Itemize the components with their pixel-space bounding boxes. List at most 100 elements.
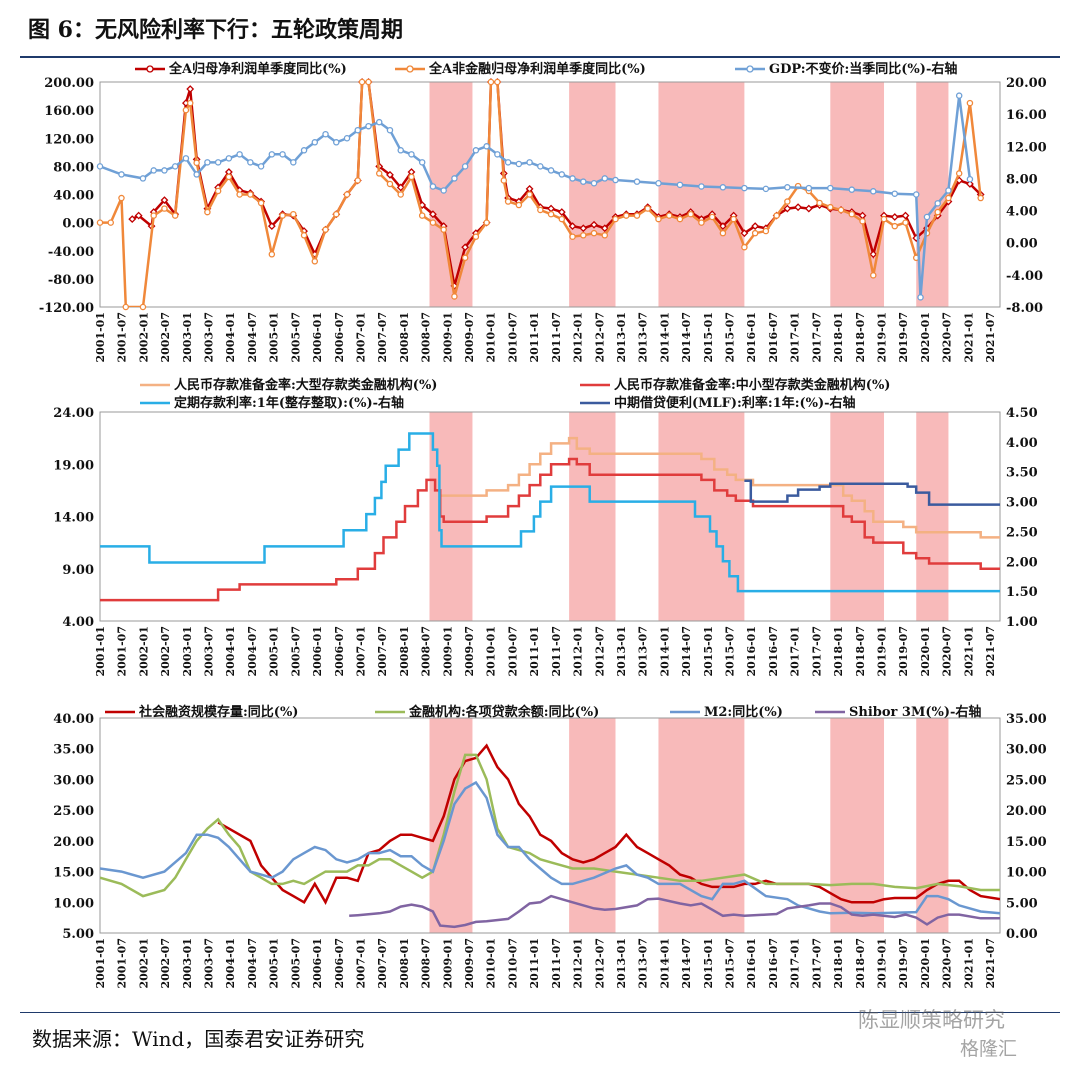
x-tick-label: 2018-01 — [832, 312, 845, 363]
series-point — [547, 204, 555, 213]
series-point — [708, 213, 716, 221]
series-point — [827, 203, 834, 211]
right-tick-label: 15.00 — [1006, 835, 1047, 850]
series-point — [118, 171, 125, 178]
series-point — [917, 294, 924, 301]
x-tick-label: 2016-01 — [745, 938, 758, 989]
series-point — [698, 219, 705, 226]
x-tick-label: 2017-01 — [789, 312, 802, 363]
left-tick-label: 20.00 — [53, 835, 94, 850]
x-tick-label: 2015-07 — [724, 312, 737, 363]
series-point — [891, 222, 898, 230]
x-tick-label: 2001-07 — [116, 938, 129, 989]
x-tick-label: 2019-01 — [875, 312, 888, 363]
shaded-period-2 — [569, 82, 616, 307]
series-point — [128, 215, 137, 224]
series-point — [494, 151, 501, 158]
series-point — [451, 293, 458, 300]
series-point — [870, 272, 877, 279]
left-tick-label: 35.00 — [53, 743, 94, 758]
series-point — [515, 201, 523, 209]
series-line-4 — [744, 479, 1000, 506]
series-point — [343, 134, 351, 142]
series-point — [655, 215, 662, 223]
panel-credit-money: 40.00 35.00 30.00 25.00 20.00 15.00 10.00 5.00 3… — [53, 704, 1046, 989]
x-tick-label: 2011-01 — [528, 312, 541, 363]
right-tick-label: -8.00 — [1006, 301, 1043, 316]
shaded-period-5 — [916, 412, 949, 621]
x-tick-label: 2019-01 — [875, 626, 888, 677]
legend-label: 社会融资规模存量:同比(%) — [138, 704, 298, 720]
left-tick-label: 80.00 — [53, 160, 94, 175]
x-tick-label: 2017-07 — [810, 312, 823, 363]
legend-label: M2:同比(%) — [704, 704, 783, 720]
series-point — [934, 208, 941, 216]
x-tick-label: 2008-01 — [398, 312, 411, 363]
series-line-3 — [100, 780, 1000, 915]
series-point — [358, 78, 366, 86]
x-tick-label: 2019-01 — [875, 938, 888, 989]
series-point — [751, 222, 760, 231]
series-point — [139, 303, 147, 311]
title-rule — [20, 56, 1060, 58]
x-tick-label: 2003-01 — [181, 312, 194, 363]
x-tick-label: 2013-07 — [637, 312, 650, 363]
left-tick-label: 10.00 — [53, 896, 94, 911]
left-tick-label: 4.00 — [62, 615, 94, 630]
series-point — [580, 178, 587, 185]
series-point — [848, 210, 856, 218]
series-point — [204, 159, 211, 166]
series-point — [569, 175, 576, 182]
x-tick-label: 2016-07 — [767, 938, 780, 989]
watermark-logo: 格隆汇 — [960, 1038, 1018, 1060]
x-tick-label: 2012-07 — [593, 312, 606, 363]
x-tick-label: 2013-01 — [615, 938, 628, 989]
series-point — [655, 179, 662, 187]
x-tick-label: 2012-01 — [572, 626, 585, 677]
x-tick-label: 2015-01 — [702, 938, 715, 989]
series-point — [837, 206, 845, 214]
x-tick-label: 2021-07 — [984, 938, 997, 989]
series-point — [408, 151, 415, 158]
watermark-wechat: 陈显顺策略研究 — [858, 1008, 1005, 1032]
series-point — [580, 232, 587, 239]
x-tick-label: 2002-01 — [137, 938, 150, 989]
series-point — [547, 210, 555, 218]
x-tick-label: 2020-07 — [941, 938, 954, 989]
series-point — [204, 208, 211, 216]
x-tick-label: 2011-07 — [550, 938, 563, 989]
x-tick-label: 2006-01 — [311, 626, 324, 677]
series-point — [354, 177, 362, 184]
x-tick-label: 2017-07 — [810, 938, 823, 989]
x-tick-label: 2020-07 — [941, 312, 954, 363]
right-tick-label: 2.50 — [1006, 525, 1038, 540]
series-point — [214, 159, 222, 166]
x-tick-label: 2008-01 — [398, 626, 411, 677]
series-point — [827, 184, 834, 192]
x-tick-label: 2001-01 — [94, 626, 107, 677]
series-point — [182, 155, 190, 162]
right-tick-label: 35.00 — [1006, 712, 1047, 727]
series-point — [579, 224, 588, 233]
x-tick-label: 2018-01 — [832, 938, 845, 989]
x-tick-label: 2017-07 — [810, 626, 823, 677]
series-point — [193, 171, 200, 178]
x-tick-label: 2005-01 — [268, 312, 281, 363]
x-tick-label: 2018-07 — [854, 626, 867, 677]
left-tick-label: 0.00 — [62, 217, 94, 232]
right-tick-label: 16.00 — [1006, 108, 1047, 123]
x-tick-label: 2004-07 — [246, 626, 259, 677]
legend-marker — [146, 65, 154, 73]
series-point — [804, 204, 813, 213]
series-point — [902, 219, 909, 226]
series-point — [186, 99, 194, 107]
series-point — [547, 167, 555, 174]
series-point — [945, 187, 952, 194]
series-point — [955, 170, 963, 177]
series-point — [247, 191, 254, 198]
series-point — [186, 85, 195, 93]
series-point — [96, 219, 104, 226]
series-point — [912, 191, 920, 198]
x-tick-label: 2003-01 — [181, 626, 194, 677]
x-tick-label: 2014-07 — [680, 312, 693, 363]
